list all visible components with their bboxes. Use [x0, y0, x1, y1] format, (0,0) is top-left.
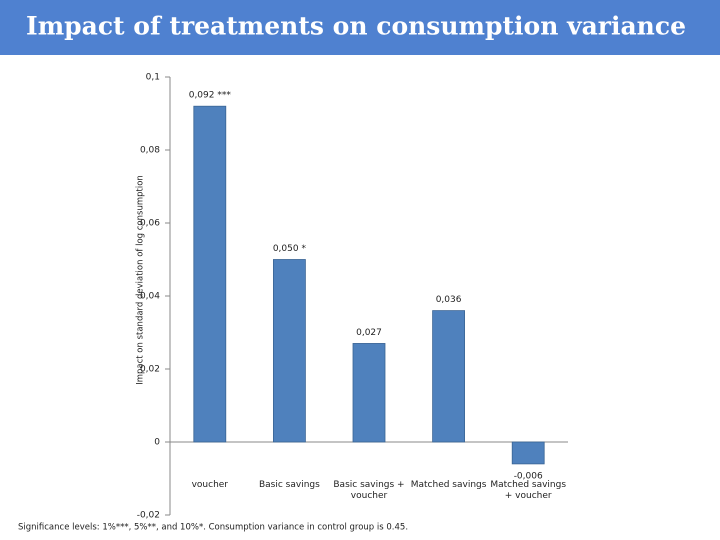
x-tick-label: Basic savings	[258, 480, 320, 490]
x-tick-label: Matched savings	[410, 480, 487, 490]
bar	[193, 105, 227, 443]
chart-title: Impact of treatments on consumption vari…	[26, 12, 686, 41]
x-tick-label: Matched savings + voucher	[490, 480, 567, 501]
bar	[352, 343, 386, 443]
bar	[272, 259, 306, 443]
footnote: Significance levels: 1%***, 5%**, and 10…	[18, 523, 408, 533]
y-tick-label: 0,02	[140, 365, 160, 375]
value-label: 0,036	[436, 295, 462, 305]
y-tick-label: 0,08	[140, 146, 160, 156]
title-banner	[0, 0, 720, 55]
x-tick-label: Basic savings + voucher	[333, 480, 405, 501]
y-axis-label: Impact on standard deviation of log cons…	[136, 175, 146, 385]
value-label: 0,027	[356, 328, 382, 338]
y-tick-label: 0,06	[140, 219, 160, 229]
bar	[511, 441, 545, 465]
value-label: 0,050 *	[273, 244, 307, 254]
bar	[432, 310, 466, 443]
x-tick-label: voucher	[191, 480, 229, 490]
value-label: 0,092 ***	[189, 91, 232, 101]
y-tick-label: 0,04	[140, 292, 160, 302]
value-label: -0,006	[514, 471, 543, 481]
y-tick-label: 0,1	[146, 73, 160, 83]
y-tick-label: -0,02	[137, 511, 160, 521]
y-tick-label: 0	[154, 438, 160, 448]
